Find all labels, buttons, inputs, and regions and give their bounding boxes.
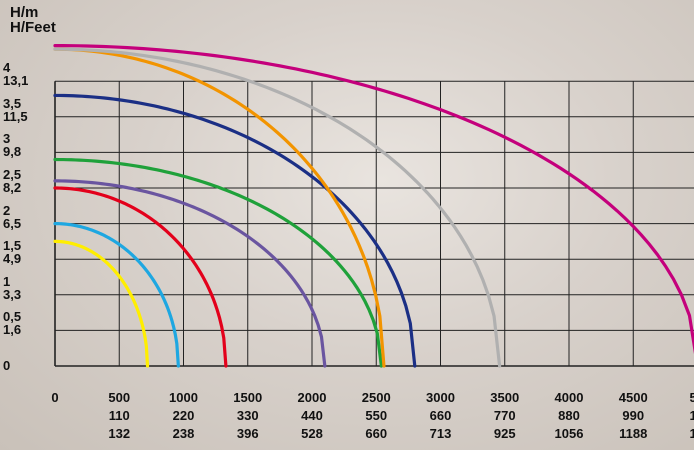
y-tick-label-8: 0 <box>3 359 10 372</box>
x-tick-label-7: 3500 770 925 <box>482 389 528 443</box>
y-tick-text: 4 <box>3 60 11 76</box>
y-unit-label-feet: H/Feet <box>10 19 56 36</box>
pump-curve-5 <box>53 93 417 368</box>
pump-curve-2 <box>53 186 228 368</box>
x-tick-label-0: 0 <box>32 389 78 407</box>
pump-curve-8 <box>53 44 694 355</box>
x-tick-text: 528 <box>301 426 323 441</box>
y-unit-label: H/m <box>10 4 39 21</box>
pump-curve-7 <box>53 47 502 368</box>
y-tick-label-3: 2,5 8,2 <box>3 168 21 194</box>
chart-series <box>53 44 694 368</box>
x-tick-text: 925 <box>493 426 516 441</box>
x-tick-text: 13 <box>689 426 694 441</box>
x-tick-label-4: 2000 440 528 <box>289 389 335 443</box>
pump-curve-4 <box>53 157 383 368</box>
x-tick-text: 3500 <box>490 390 520 405</box>
x-tick-text: 2500 <box>361 390 391 405</box>
x-tick-text: 50 <box>689 390 694 405</box>
y-tick-label-4: 2 6,5 <box>3 204 21 230</box>
x-tick-text: 396 <box>236 426 259 441</box>
y-tick-label-1: 3,5 11,5 <box>3 97 28 123</box>
y-tick-text: 1,6 <box>3 322 22 338</box>
y-tick-text: 3,5 <box>3 95 22 111</box>
x-tick-label-10: 50 11 13 <box>690 389 694 443</box>
y-tick-text: 0,5 <box>3 309 22 325</box>
x-tick-text: 238 <box>172 426 195 441</box>
y-tick-label-7: 0,5 1,6 <box>3 310 21 336</box>
x-tick-label-9: 4500 990 1188 <box>610 389 656 443</box>
x-tick-text: 440 <box>301 408 323 423</box>
x-tick-text: 713 <box>429 426 452 441</box>
pump-curve-3 <box>53 179 327 368</box>
x-tick-text: 132 <box>108 426 131 441</box>
y-tick-text: 0 <box>3 358 11 373</box>
pump-curve-1 <box>53 222 180 368</box>
y-tick-text: 1,5 <box>3 238 22 254</box>
x-tick-text: 550 <box>365 408 388 423</box>
x-tick-text: 880 <box>558 408 580 423</box>
x-tick-text: 660 <box>365 426 388 441</box>
x-tick-text: 11 <box>689 408 694 423</box>
x-tick-label-3: 1500 330 396 <box>225 389 271 443</box>
x-tick-label-5: 2500 550 660 <box>353 389 399 443</box>
x-tick-label-8: 4000 880 1056 <box>546 389 592 443</box>
x-tick-text: 1188 <box>619 426 648 441</box>
x-tick-text: 3000 <box>426 390 455 405</box>
x-tick-text: 4000 <box>554 390 584 405</box>
x-tick-text: 500 <box>108 390 131 405</box>
y-tick-text: 13,1 <box>3 73 29 89</box>
y-tick-text: 8,2 <box>3 180 22 195</box>
x-tick-text: 110 <box>108 408 130 423</box>
x-tick-text: 1500 <box>233 390 263 405</box>
y-tick-text: 11,5 <box>3 108 28 124</box>
y-tick-text: 2 <box>3 202 11 218</box>
x-tick-text: 2000 <box>297 390 327 405</box>
x-tick-text: 330 <box>236 408 259 423</box>
y-tick-text: 6,5 <box>3 215 22 231</box>
y-tick-text: 4,9 <box>3 251 22 267</box>
x-tick-text: 4500 <box>618 390 648 405</box>
y-tick-label-6: 1 3,3 <box>3 275 21 301</box>
x-tick-text: 0 <box>51 390 59 405</box>
x-tick-text: 660 <box>429 408 452 423</box>
x-tick-text: 990 <box>622 408 645 423</box>
x-tick-text: 1000 <box>169 390 198 405</box>
pump-curve-0 <box>53 239 150 368</box>
x-tick-text: 220 <box>172 408 195 423</box>
y-tick-text: 1 <box>3 273 11 289</box>
x-tick-label-6: 3000 660 713 <box>418 389 464 443</box>
y-tick-text: 2,5 <box>3 167 22 182</box>
y-tick-label-0: 4 13,1 <box>3 61 28 87</box>
x-tick-text: 1056 <box>554 426 584 441</box>
y-tick-text: 3 <box>3 131 11 147</box>
x-tick-label-1: 500 110 132 <box>96 389 142 443</box>
y-tick-text: 3,3 <box>3 286 22 302</box>
x-tick-text: 770 <box>493 408 516 423</box>
y-tick-label-2: 3 9,8 <box>3 132 21 158</box>
y-tick-text: 9,8 <box>3 144 22 160</box>
y-tick-label-5: 1,5 4,9 <box>3 239 21 265</box>
x-tick-label-2: 1000 220 238 <box>161 389 207 443</box>
pump-curve-6 <box>53 47 386 368</box>
